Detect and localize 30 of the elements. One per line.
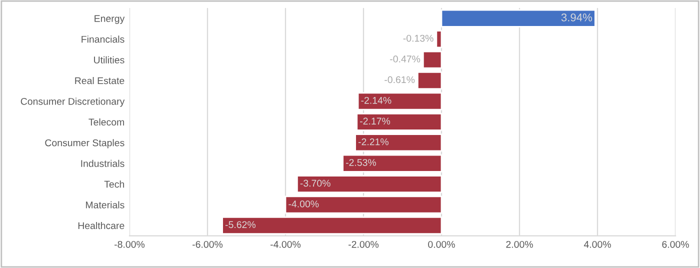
y-tick-label: Consumer Discretionary <box>20 98 125 107</box>
x-tick-label: 0.00% <box>428 240 455 248</box>
data-label: -4.00% <box>288 200 319 208</box>
y-tick-label: Consumer Staples <box>45 139 124 148</box>
y-tick-label: Energy <box>94 15 125 24</box>
y-tick-label: Materials <box>86 201 124 208</box>
data-label: -2.17% <box>360 118 390 125</box>
y-tick-label: Telecom <box>88 118 124 126</box>
data-label: -0.61% <box>384 76 415 84</box>
x-tick-label: -2.00% <box>348 240 379 248</box>
x-tick-label: -8.00% <box>114 240 145 248</box>
x-tick-label: 2.00% <box>506 240 533 248</box>
x-tick-label: -4.00% <box>270 240 301 248</box>
y-tick-label: Financials <box>82 36 124 43</box>
data-label: -3.70% <box>300 180 330 187</box>
y-tick-label: Real Estate <box>75 77 124 84</box>
x-tick-label: 6.00% <box>662 240 689 248</box>
x-tick-label: -6.00% <box>192 240 223 248</box>
data-label: -2.21% <box>358 138 388 146</box>
y-tick-label: Tech <box>104 180 124 188</box>
data-label: -5.62% <box>225 221 256 228</box>
data-label: 3.94% <box>561 14 592 22</box>
y-tick-label: Utilities <box>94 56 124 64</box>
data-label: -0.47% <box>390 56 420 62</box>
data-label: -2.14% <box>361 96 392 104</box>
y-tick-label: Industrials <box>81 160 124 167</box>
data-label: -2.53% <box>346 159 376 166</box>
y-tick-label: Healthcare <box>78 222 124 230</box>
data-label: -0.13% <box>403 34 434 42</box>
x-tick-label: 4.00% <box>584 240 611 248</box>
